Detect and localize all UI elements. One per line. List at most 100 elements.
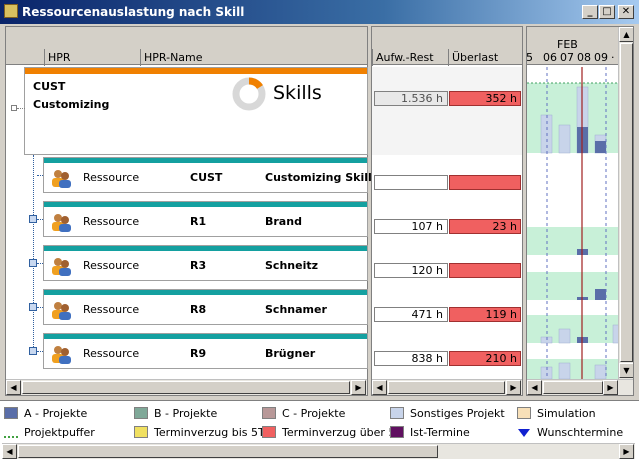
timeline-day: 08 (577, 51, 591, 64)
resource-card[interactable]: Ressource R8 Schnamer (43, 289, 368, 325)
values-scroll-right[interactable]: ▶ (506, 380, 521, 395)
values-scroll-thumb[interactable] (388, 381, 505, 394)
timeline-day: · (611, 51, 615, 64)
scroll-thumb[interactable] (22, 381, 350, 394)
legend-label: Simulation (537, 407, 596, 420)
legend-label: Ist-Termine (410, 426, 470, 439)
legend-swatch (134, 407, 148, 419)
scroll-right-button[interactable]: ▶ (351, 380, 366, 395)
resource-card[interactable]: Ressource R3 Schneitz (43, 245, 368, 281)
resource-people-icon (52, 302, 71, 320)
scroll-left-button[interactable]: ◀ (6, 380, 21, 395)
minimize-button[interactable]: _ (582, 5, 598, 19)
timeline-day: 07 (560, 51, 574, 64)
expand-toggle[interactable] (29, 347, 37, 355)
expand-toggle[interactable] (29, 303, 37, 311)
resource-code: CUST (190, 171, 223, 184)
skill-overload-value: 352 h (449, 91, 521, 106)
scroll-up-button[interactable]: ▲ (619, 27, 633, 42)
legend-swatch (4, 436, 18, 439)
legend-label: Wunschtermine (537, 426, 624, 439)
legend-label: Terminverzug bis 5T (154, 426, 265, 439)
legend-swatch (390, 407, 404, 419)
resource-type: Ressource (83, 303, 140, 316)
legend-scroll-left[interactable]: ◀ (2, 444, 17, 459)
legend-scroll-right[interactable]: ▶ (619, 444, 634, 459)
close-button[interactable]: ✕ (618, 5, 634, 19)
scroll-down-button[interactable]: ▼ (619, 363, 633, 378)
column-header-hpr[interactable]: HPR (44, 49, 71, 66)
legend-label: Terminverzug über 5T (282, 426, 403, 439)
resource-people-icon (52, 214, 71, 232)
legend-swatch (390, 426, 404, 438)
resource-card[interactable]: Ressource R1 Brand (43, 201, 368, 237)
resource-card[interactable]: Ressource CUST Customizing Skill (43, 157, 372, 193)
skill-card[interactable]: CUST Customizing Skills (24, 67, 368, 155)
resource-rest-value: 838 h (374, 351, 448, 366)
legend-swatch (4, 407, 18, 419)
legend-label: A - Projekte (24, 407, 88, 420)
legend-panel: A - Projekte B - Projekte C - Projekte Sons… (0, 400, 639, 461)
resource-color-bar (44, 334, 367, 339)
vertical-scroll-thumb[interactable] (620, 43, 633, 362)
timeline-horizontal-scrollbar[interactable]: ◀ ▶ (527, 379, 633, 395)
resource-overload-value: 23 h (449, 219, 521, 234)
resource-card[interactable]: Ressource R9 Brügner (43, 333, 368, 369)
resource-name: Brügner (265, 347, 316, 360)
resource-code: R1 (190, 215, 207, 228)
resource-type: Ressource (83, 259, 140, 272)
resource-type: Ressource (83, 215, 140, 228)
collapse-toggle[interactable] (11, 105, 17, 111)
resource-name: Schneitz (265, 259, 318, 272)
gantt-chart[interactable] (527, 67, 633, 379)
resource-people-icon (52, 258, 71, 276)
legend-swatch (517, 407, 531, 419)
legend-label: Sonstiges Projekt (410, 407, 505, 420)
window-titlebar: Ressourcenauslastung nach Skill _ □ ✕ (0, 0, 639, 24)
timeline-scroll-thumb[interactable] (543, 381, 603, 394)
timeline-vertical-scrollbar[interactable]: ▲ ▼ (618, 27, 633, 379)
resource-type: Ressource (83, 171, 140, 184)
resource-color-bar (44, 202, 367, 207)
legend-label: B - Projekte (154, 407, 218, 420)
resource-name: Customizing Skill (265, 171, 372, 184)
tree-horizontal-scrollbar[interactable]: ◀ ▶ (6, 379, 367, 395)
legend-swatch (134, 426, 148, 438)
resource-overload-value (449, 175, 521, 190)
resource-people-icon (52, 346, 71, 364)
skills-donut-icon (232, 77, 266, 111)
skill-code: CUST (33, 80, 66, 93)
skill-name: Customizing (33, 98, 110, 111)
timeline-scroll-right[interactable]: ▶ (603, 380, 618, 395)
column-header-ueberlast[interactable]: Überlast (448, 49, 522, 66)
resource-name: Schnamer (265, 303, 327, 316)
legend-label: C - Projekte (282, 407, 346, 420)
column-header-hpr-name[interactable]: HPR-Name (140, 49, 368, 66)
legend-swatch (518, 429, 530, 437)
resource-code: R9 (190, 347, 207, 360)
skill-color-bar (25, 68, 367, 74)
resource-rest-value: 107 h (374, 219, 448, 234)
timeline-day: 06 (543, 51, 557, 64)
expand-toggle[interactable] (29, 215, 37, 223)
resource-color-bar (44, 290, 367, 295)
timeline-day: 5 (526, 51, 533, 64)
tree-pane: HPR HPR-Name CUST Customizing Skills Res… (5, 26, 372, 396)
legend-horizontal-scrollbar[interactable]: ◀ ▶ (2, 443, 635, 459)
resource-rest-value: 471 h (374, 307, 448, 322)
r3-load-band (527, 272, 633, 300)
legend-swatch (262, 407, 276, 419)
maximize-button[interactable]: □ (599, 5, 615, 19)
timeline-day: 09 (594, 51, 608, 64)
resource-overload-value: 210 h (449, 351, 521, 366)
timeline-scroll-left[interactable]: ◀ (527, 380, 542, 395)
expand-toggle[interactable] (29, 259, 37, 267)
values-horizontal-scrollbar[interactable]: ◀ ▶ (372, 379, 522, 395)
skills-label: Skills (273, 82, 322, 104)
legend-scroll-thumb[interactable] (18, 445, 438, 458)
skill-rest-value: 1.536 h (374, 91, 448, 106)
resource-code: R8 (190, 303, 207, 316)
column-header-aufw-rest[interactable]: Aufw.-Rest (372, 49, 448, 66)
timeline-month: FEB (557, 38, 578, 51)
values-scroll-left[interactable]: ◀ (372, 380, 387, 395)
